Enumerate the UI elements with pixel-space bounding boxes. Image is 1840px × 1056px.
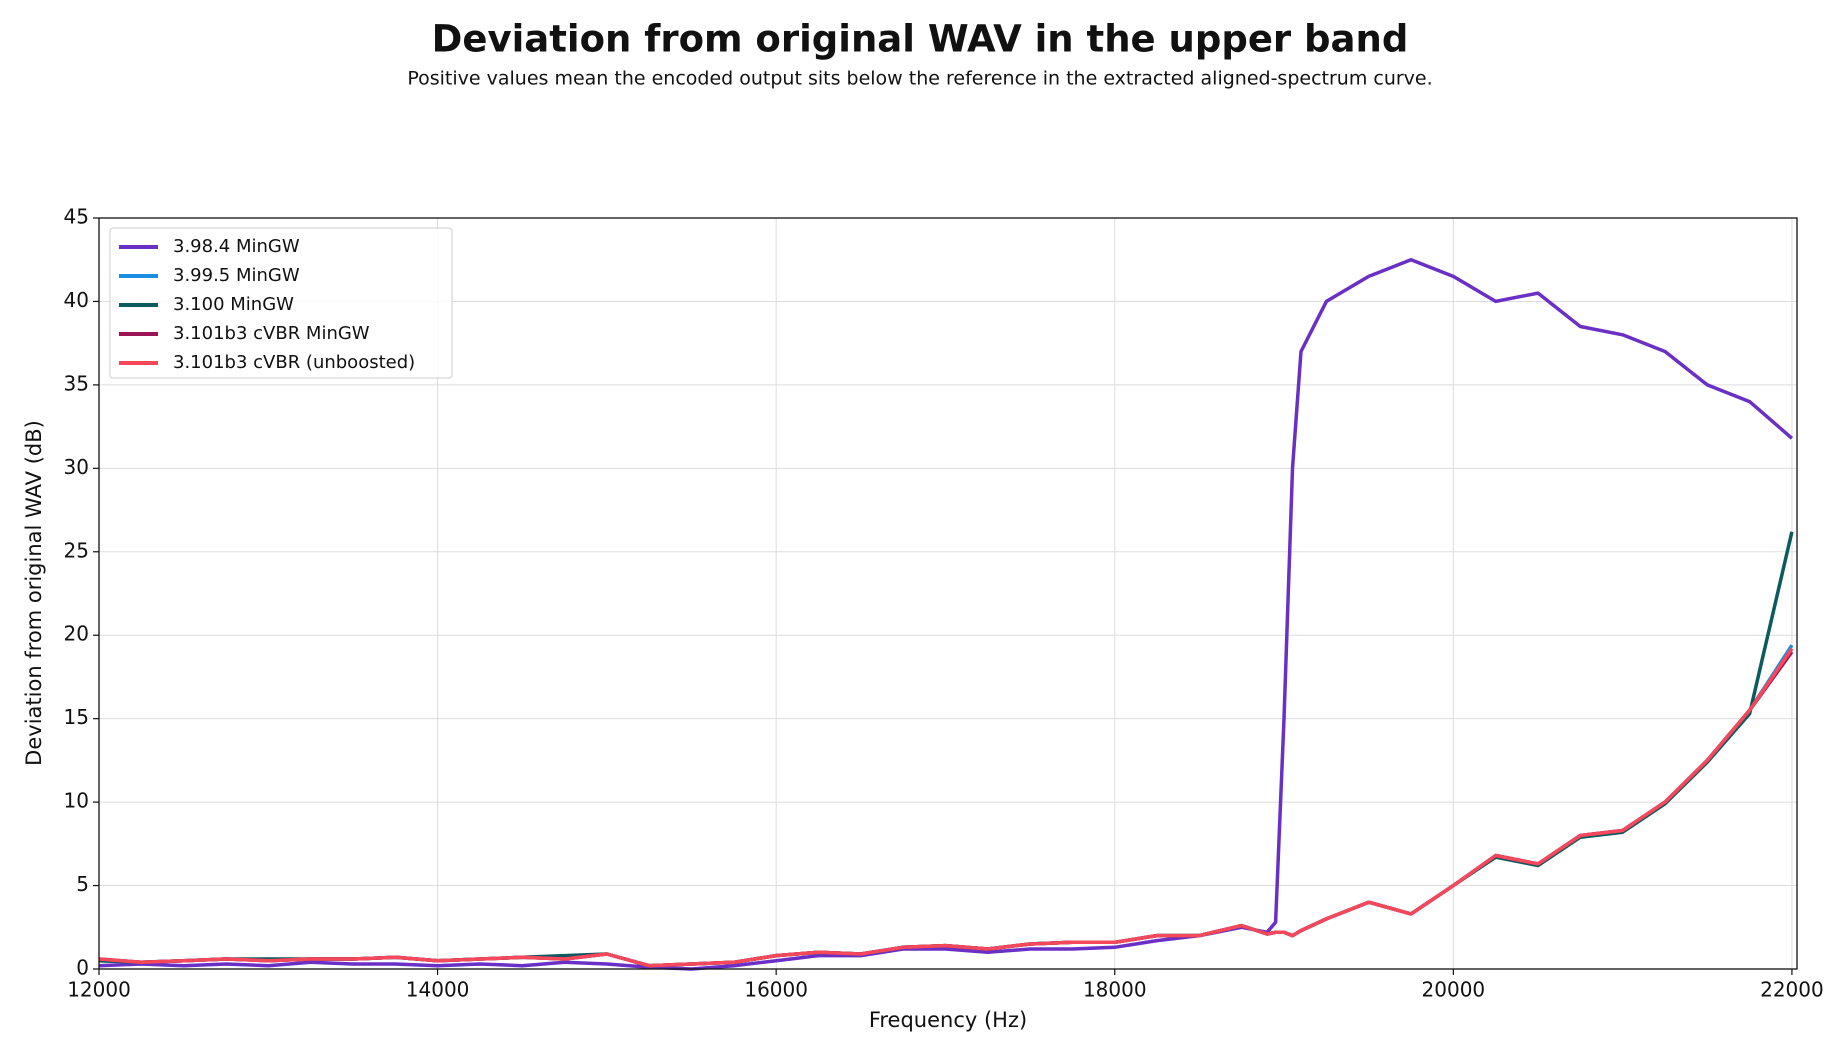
y-tick-label: 45 — [64, 205, 89, 229]
y-tick-label: 25 — [64, 538, 89, 562]
legend — [109, 227, 453, 379]
y-tick-label: 30 — [64, 455, 89, 479]
series-line — [98, 257, 1794, 971]
series-line — [98, 647, 1794, 968]
series-line — [98, 531, 1794, 968]
y-tick-label: 40 — [64, 288, 89, 312]
x-tick-label: 12000 — [67, 978, 131, 1002]
y-tick-label: 20 — [64, 622, 89, 646]
series-line — [98, 644, 1794, 968]
legend-label: 3.100 MinGW — [173, 294, 294, 315]
x-tick-label: 18000 — [1083, 978, 1147, 1002]
chart-title: Deviation from original WAV in the upper… — [432, 18, 1409, 61]
legend-label: 3.98.4 MinGW — [173, 236, 300, 257]
legend-label: 3.101b3 cVBR MinGW — [173, 323, 370, 344]
x-tick-label: 20000 — [1422, 978, 1486, 1002]
y-tick-label: 5 — [76, 872, 89, 896]
chart-subtitle: Positive values mean the encoded output … — [407, 68, 1432, 90]
plot-frame — [98, 217, 1798, 970]
y-axis-label: Deviation from original WAV (dB) — [22, 420, 46, 766]
y-tick-label: 15 — [64, 705, 89, 729]
y-tick-label: 10 — [64, 789, 89, 813]
x-tick-label: 22000 — [1760, 978, 1824, 1002]
x-tick-label: 14000 — [406, 978, 470, 1002]
y-tick-label: 35 — [64, 371, 89, 395]
legend-label: 3.101b3 cVBR (unboosted) — [173, 352, 415, 373]
y-tick-label: 0 — [76, 956, 89, 980]
series-line — [98, 650, 1794, 968]
x-axis-label: Frequency (Hz) — [869, 1008, 1027, 1032]
x-tick-label: 16000 — [744, 978, 808, 1002]
legend-label: 3.99.5 MinGW — [173, 265, 300, 286]
